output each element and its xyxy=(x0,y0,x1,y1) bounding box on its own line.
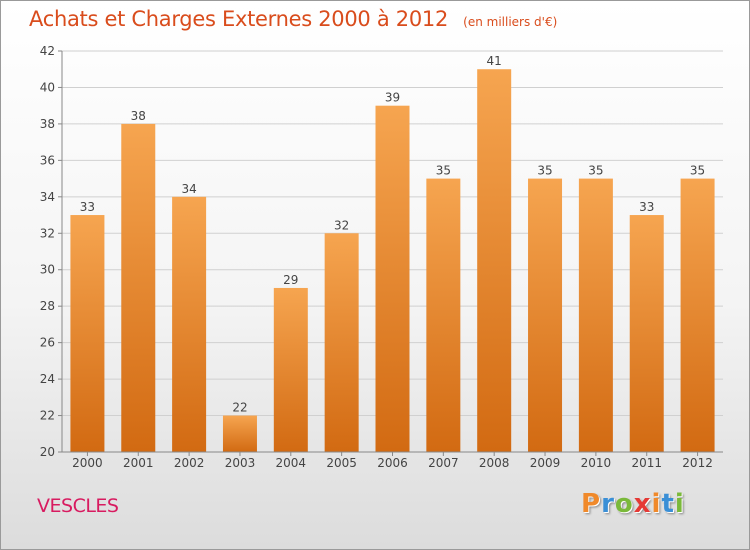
bar-2008 xyxy=(477,69,512,453)
data-label-2001: 38 xyxy=(131,109,146,123)
proxiti-logo: Proxiti xyxy=(581,489,685,519)
data-label-2003: 22 xyxy=(232,401,247,415)
y-tick-label: 36 xyxy=(40,153,55,167)
x-tick-label: 2011 xyxy=(631,456,662,470)
bar-2004 xyxy=(273,287,308,452)
x-tick-label: 2003 xyxy=(225,456,256,470)
data-label-2012: 35 xyxy=(690,164,705,178)
data-label-2011: 33 xyxy=(639,200,654,214)
y-tick-label: 32 xyxy=(40,226,55,240)
x-tick-label: 2005 xyxy=(326,456,357,470)
bar-2011 xyxy=(629,215,664,452)
y-tick-label: 24 xyxy=(40,372,55,386)
y-tick-label: 30 xyxy=(40,263,55,277)
y-tick-label: 42 xyxy=(40,44,55,58)
data-label-2005: 32 xyxy=(334,218,349,232)
x-tick-label: 2008 xyxy=(479,456,510,470)
bar-2000 xyxy=(70,215,105,452)
bar-2012 xyxy=(680,178,715,452)
x-tick-label: 2006 xyxy=(377,456,408,470)
x-tick-label: 2007 xyxy=(428,456,459,470)
data-label-2009: 35 xyxy=(537,164,552,178)
data-label-2000: 33 xyxy=(80,200,95,214)
x-tick-label: 2009 xyxy=(530,456,561,470)
commune-name: VESCLES xyxy=(37,495,119,517)
y-tick-label: 28 xyxy=(40,299,55,313)
bar-2010 xyxy=(578,178,613,452)
data-label-2006: 39 xyxy=(385,91,400,105)
bar-2006 xyxy=(375,105,410,452)
y-tick-labels: 20 22 24 26 28 30 32 34 36 38 40 42 xyxy=(40,44,55,459)
bar-2001 xyxy=(121,123,156,452)
x-tick-label: 2002 xyxy=(174,456,205,470)
x-tick-label: 2000 xyxy=(72,456,103,470)
chart-title-block: Achats et Charges Externes 2000 à 2012 (… xyxy=(29,7,557,31)
chart-subtitle: (en milliers d'€) xyxy=(463,15,558,29)
data-label-2007: 35 xyxy=(436,164,451,178)
data-label-2002: 34 xyxy=(181,182,196,196)
bar-2002 xyxy=(172,196,207,452)
bar-2009 xyxy=(528,178,563,452)
bar-2005 xyxy=(324,233,359,452)
axes xyxy=(61,51,723,453)
chart-title: Achats et Charges Externes 2000 à 2012 xyxy=(29,7,449,31)
data-label-2008: 41 xyxy=(487,54,502,68)
bars xyxy=(70,69,715,453)
y-tick-label: 38 xyxy=(40,117,55,131)
bar-2007 xyxy=(426,178,461,452)
x-tick-labels: 2000 2001 2002 2003 2004 2005 2006 2007 2008 2009… xyxy=(72,452,713,470)
y-tick-label: 20 xyxy=(40,445,55,459)
x-tick-label: 2012 xyxy=(682,456,713,470)
x-tick-label: 2004 xyxy=(276,456,307,470)
x-tick-label: 2010 xyxy=(581,456,612,470)
x-tick-label: 2001 xyxy=(123,456,154,470)
y-tick-label: 22 xyxy=(40,409,55,423)
y-tick-label: 34 xyxy=(40,190,55,204)
data-labels: 33 38 34 22 29 32 39 35 41 35 35 33 35 xyxy=(80,54,705,414)
bar-2003 xyxy=(222,415,257,452)
data-label-2004: 29 xyxy=(283,273,298,287)
y-tick-label: 40 xyxy=(40,80,55,94)
data-label-2010: 35 xyxy=(588,164,603,178)
y-tick-label: 26 xyxy=(40,336,55,350)
